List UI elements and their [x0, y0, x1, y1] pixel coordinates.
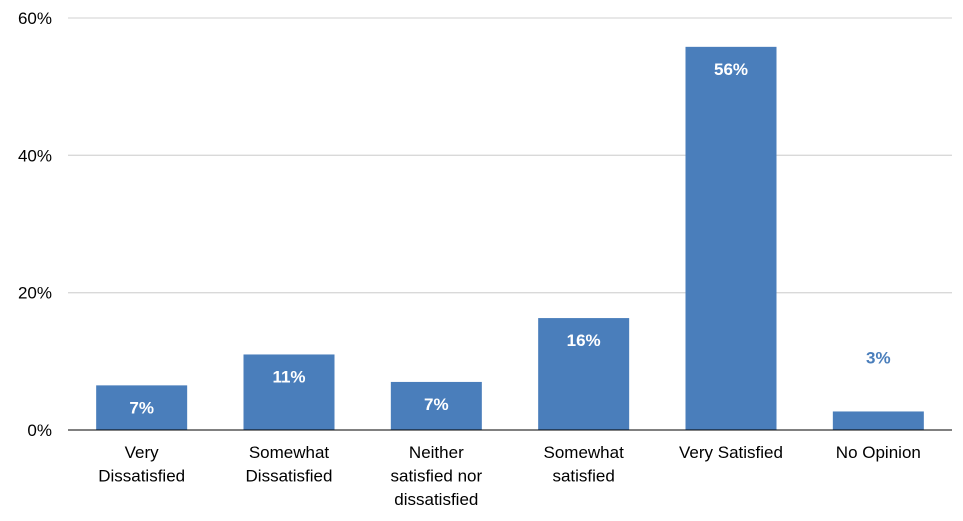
y-tick-label: 20%	[18, 284, 52, 303]
y-tick-label: 60%	[18, 9, 52, 28]
x-tick-label-line: Very Satisfied	[679, 443, 783, 462]
bar	[243, 354, 335, 430]
y-tick-label: 40%	[18, 146, 52, 165]
data-label: 56%	[714, 60, 748, 79]
data-label: 16%	[567, 331, 601, 350]
x-tick-label: Neither satisfied nor dissatisfied	[390, 443, 482, 509]
bar	[96, 385, 188, 430]
x-tick-label-line: No Opinion	[836, 443, 921, 462]
data-label: 11%	[272, 367, 305, 386]
x-axis-category-labels: Very Dissatisfied Somewhat Dissatisfied Neit…	[98, 443, 921, 509]
bars	[96, 46, 924, 431]
x-tick-label: Somewhat Dissatisfied	[246, 443, 333, 486]
x-tick-label: Somewhat satisfied	[544, 443, 625, 486]
x-tick-label-line: Somewhat	[249, 443, 330, 462]
x-tick-label-line: Neither	[409, 443, 464, 462]
x-tick-label: Very Satisfied	[679, 443, 783, 462]
x-tick-label: No Opinion	[836, 443, 921, 462]
y-tick-label: 0%	[27, 421, 52, 440]
x-tick-label-line: Dissatisfied	[246, 467, 333, 486]
x-tick-label-line: Very	[125, 443, 160, 462]
x-tick-label: Very Dissatisfied	[98, 443, 185, 486]
bar	[685, 46, 777, 431]
x-tick-label-line: Somewhat	[544, 443, 625, 462]
x-tick-label-line: satisfied nor	[390, 467, 482, 486]
data-label: 7%	[424, 395, 449, 414]
data-label: 7%	[129, 398, 154, 417]
data-labels: 7% 11% 7% 16% 56% 3%	[129, 60, 890, 418]
data-label: 3%	[866, 348, 891, 367]
bar	[832, 411, 924, 430]
x-tick-label-line: Dissatisfied	[98, 467, 185, 486]
x-tick-label-line: dissatisfied	[394, 490, 478, 509]
bar	[390, 381, 482, 430]
y-axis-tick-labels: 0% 20% 40% 60%	[18, 9, 52, 440]
gridlines	[68, 17, 952, 294]
x-tick-label-line: satisfied	[552, 467, 614, 486]
bar	[538, 318, 630, 430]
